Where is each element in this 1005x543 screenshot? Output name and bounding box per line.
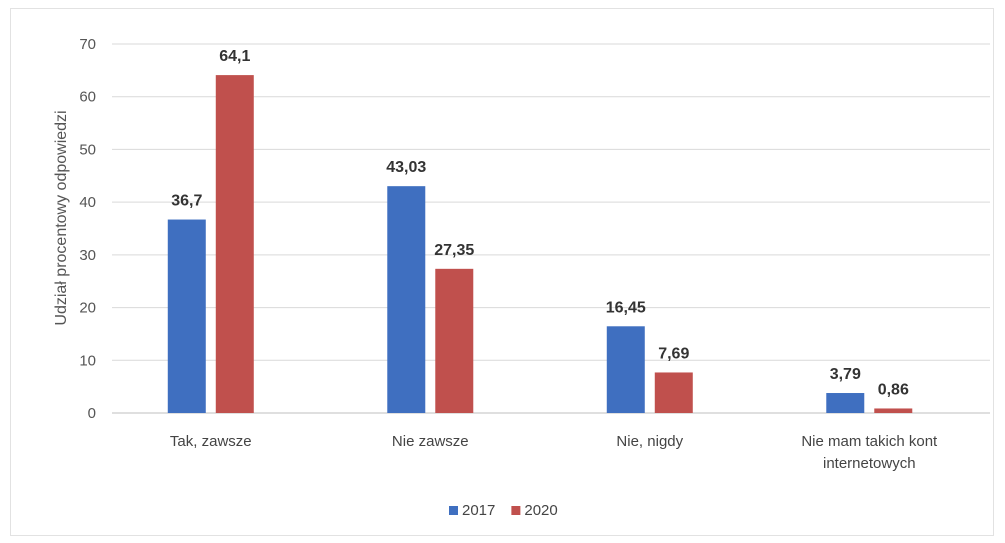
data-label: 3,79 bbox=[830, 366, 861, 383]
y-tick-label: 70 bbox=[79, 36, 96, 53]
legend-label: 2017 bbox=[462, 502, 495, 519]
y-tick-label: 20 bbox=[79, 300, 96, 317]
x-category-label: Tak, zawsze bbox=[170, 433, 252, 450]
x-category-label: Nie, nigdy bbox=[616, 433, 683, 450]
x-category-label: Nie mam takich kont bbox=[801, 433, 938, 450]
data-label: 0,86 bbox=[878, 381, 909, 398]
bar-2017 bbox=[826, 393, 865, 413]
data-label: 7,69 bbox=[658, 345, 689, 362]
bar-2017 bbox=[606, 326, 645, 413]
bar-2020 bbox=[215, 75, 254, 413]
bar-2020 bbox=[654, 372, 693, 413]
y-tick-label: 60 bbox=[79, 89, 96, 106]
bar-2020 bbox=[874, 408, 913, 413]
legend-label: 2020 bbox=[524, 502, 557, 519]
y-tick-label: 0 bbox=[88, 405, 96, 422]
y-axis-title: Udział procentowy odpowiedzi bbox=[53, 110, 70, 325]
data-label: 64,1 bbox=[219, 48, 250, 65]
data-label: 16,45 bbox=[606, 299, 646, 316]
y-tick-label: 40 bbox=[79, 194, 96, 211]
bar-2017 bbox=[167, 219, 206, 413]
data-label: 36,7 bbox=[171, 193, 202, 210]
x-category-label: Nie zawsze bbox=[392, 433, 469, 450]
legend-swatch-2020 bbox=[511, 506, 521, 515]
y-tick-label: 10 bbox=[79, 352, 96, 369]
legend-swatch-2017 bbox=[449, 506, 458, 515]
data-label: 43,03 bbox=[386, 159, 426, 176]
y-tick-label: 30 bbox=[79, 247, 96, 264]
bar-2020 bbox=[435, 268, 474, 413]
data-label: 27,35 bbox=[434, 242, 474, 259]
x-category-label: internetowych bbox=[823, 455, 916, 472]
y-tick-label: 50 bbox=[79, 141, 96, 158]
bar-2017 bbox=[387, 186, 426, 413]
